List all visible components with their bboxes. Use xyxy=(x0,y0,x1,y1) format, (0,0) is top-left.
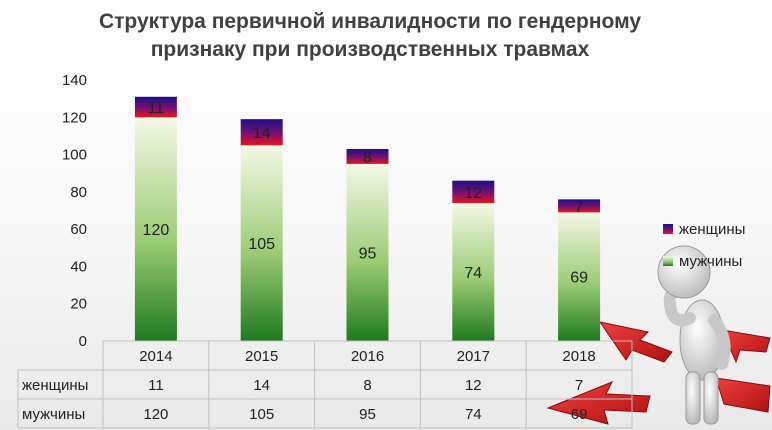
table-cell-women: 12 xyxy=(465,377,482,394)
x-tick-label: 2015 xyxy=(245,348,278,365)
data-label-women-2016: 8 xyxy=(363,149,372,166)
data-label-men-2014: 120 xyxy=(143,222,170,239)
x-tick-label: 2017 xyxy=(457,348,490,365)
table-cell-women: 11 xyxy=(148,377,164,394)
bar-women-2016 xyxy=(346,148,389,164)
bar-men-2017 xyxy=(452,203,495,341)
data-label-women-2018: 7 xyxy=(575,199,584,216)
data-label-women-2017: 12 xyxy=(464,185,482,202)
y-tick-label: 60 xyxy=(70,221,87,238)
y-tick-label: 20 xyxy=(70,296,87,313)
y-tick-label: 140 xyxy=(62,72,87,89)
data-table: 2014 2015 2016 2017 2018 женщины 11 14 8 12 7 мужчи… xyxy=(17,340,633,429)
legend-label-women: женщины xyxy=(679,221,745,238)
y-tick-label: 80 xyxy=(70,184,87,201)
table-cell-men: 74 xyxy=(465,406,482,423)
data-label-women-2014: 11 xyxy=(148,100,165,117)
y-tick-label: 0 xyxy=(79,333,87,350)
table-cell-men: 69 xyxy=(571,406,588,423)
bar-women-2015 xyxy=(240,119,283,146)
legend-label-men: мужчины xyxy=(679,253,742,270)
legend-item-men: мужчины xyxy=(663,253,742,270)
y-tick-label: 40 xyxy=(70,258,87,275)
table-cell-women: 8 xyxy=(363,377,371,394)
x-tick-label: 2016 xyxy=(351,348,384,365)
table-row-header-women: женщины xyxy=(22,377,88,394)
data-label-men-2015: 105 xyxy=(248,236,275,253)
data-label-women-2015: 14 xyxy=(253,125,271,142)
table-cell-men: 120 xyxy=(143,406,168,423)
table-cell-women: 14 xyxy=(253,377,270,394)
y-tick-label: 100 xyxy=(62,147,87,164)
data-label-men-2016: 95 xyxy=(359,245,377,262)
bar-women-2018 xyxy=(558,199,601,213)
bar-men-2018 xyxy=(558,212,601,341)
bar-men-2014 xyxy=(134,117,177,342)
data-label-men-2017: 74 xyxy=(464,265,482,282)
x-tick-label: 2018 xyxy=(562,348,595,365)
chart-title-line-2: признаку при производственных травмах xyxy=(151,38,590,61)
legend: женщины мужчины xyxy=(663,221,745,270)
bar-men-2015 xyxy=(240,145,283,341)
table-cell-men: 105 xyxy=(249,406,274,423)
table-cell-women: 7 xyxy=(575,377,583,394)
table-row-header-men: мужчины xyxy=(22,406,85,423)
bar-women-2017 xyxy=(452,180,495,204)
legend-swatch-women xyxy=(663,224,673,234)
data-label-men-2018: 69 xyxy=(570,270,588,287)
legend-item-women: женщины xyxy=(663,221,745,238)
y-tick-label: 120 xyxy=(62,109,87,126)
chart-title-line-1: Структура первичной инвалидности по генд… xyxy=(99,10,641,33)
x-tick-label: 2014 xyxy=(139,348,172,365)
bar-men-2016 xyxy=(346,163,389,341)
table-cell-men: 95 xyxy=(359,406,376,423)
bar-women-2014 xyxy=(134,96,177,118)
legend-swatch-men xyxy=(663,256,673,266)
